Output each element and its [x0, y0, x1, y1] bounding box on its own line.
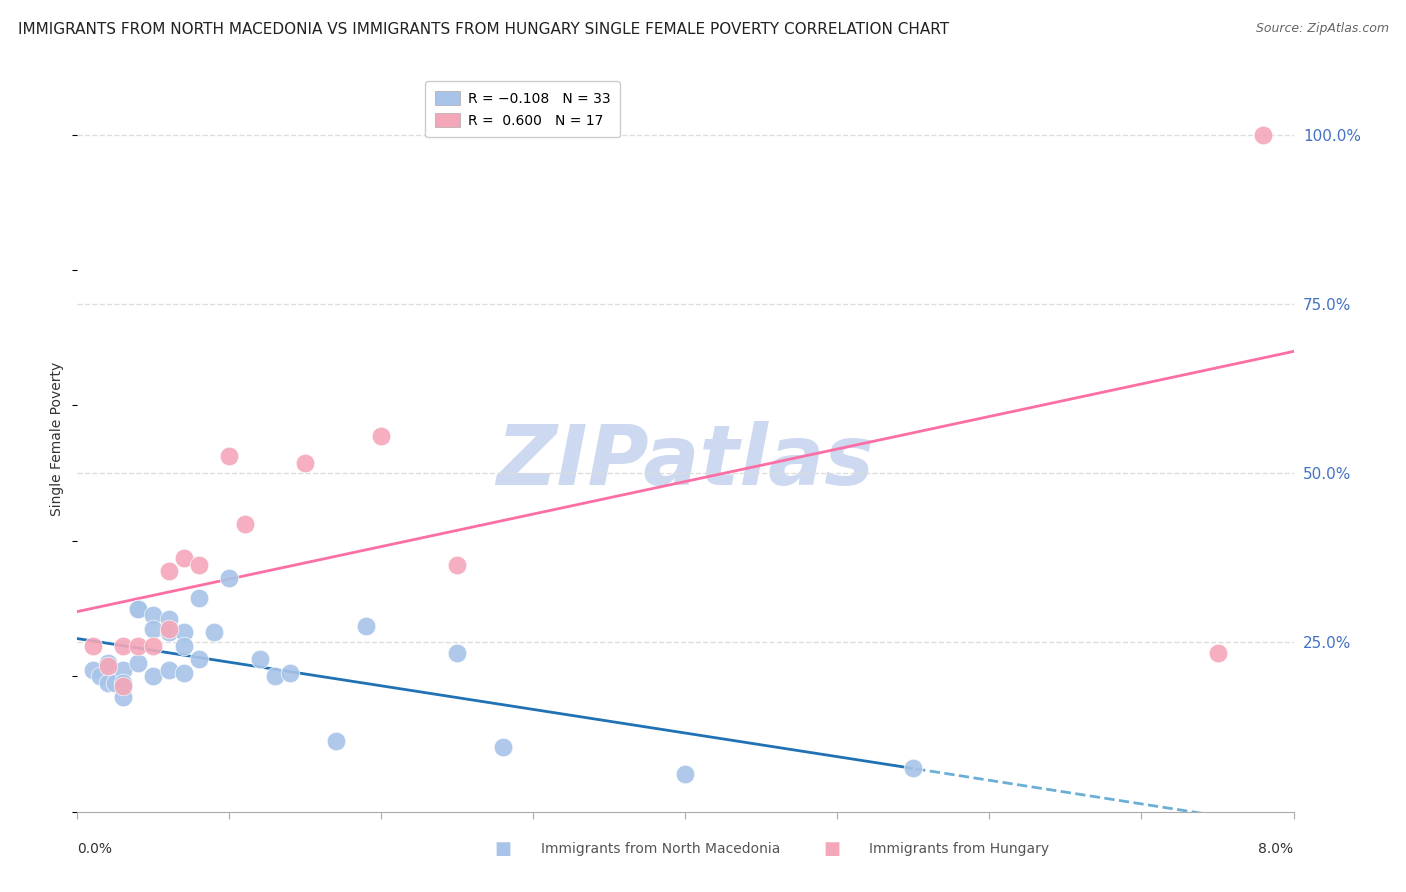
Point	[218, 449, 240, 463]
Point	[157, 625, 180, 640]
Point	[173, 625, 195, 640]
Point	[202, 625, 225, 640]
Point	[111, 639, 134, 653]
Point	[1251, 128, 1274, 142]
Text: Source: ZipAtlas.com: Source: ZipAtlas.com	[1256, 22, 1389, 36]
Point	[157, 663, 180, 677]
Point	[111, 680, 134, 694]
Text: IMMIGRANTS FROM NORTH MACEDONIA VS IMMIGRANTS FROM HUNGARY SINGLE FEMALE POVERTY: IMMIGRANTS FROM NORTH MACEDONIA VS IMMIG…	[18, 22, 949, 37]
Point	[127, 656, 149, 670]
Point	[97, 659, 120, 673]
Point	[111, 690, 134, 704]
Point	[157, 565, 180, 579]
Point	[142, 639, 165, 653]
Point	[446, 646, 468, 660]
Point	[173, 665, 195, 680]
Point	[675, 767, 697, 781]
Point	[97, 676, 120, 690]
Point	[492, 740, 515, 755]
Point	[370, 429, 392, 443]
Point	[157, 622, 180, 636]
Point	[173, 639, 195, 653]
Point	[264, 669, 287, 683]
Point	[127, 601, 149, 615]
Point	[142, 622, 165, 636]
Point	[97, 656, 120, 670]
Point	[249, 652, 271, 666]
Point	[104, 676, 127, 690]
Text: Immigrants from North Macedonia: Immigrants from North Macedonia	[541, 842, 780, 856]
Point	[188, 558, 211, 572]
Text: 8.0%: 8.0%	[1258, 842, 1294, 856]
Text: ■: ■	[495, 840, 512, 858]
Point	[233, 516, 256, 531]
Text: 0.0%: 0.0%	[77, 842, 112, 856]
Text: ZIPatlas: ZIPatlas	[496, 421, 875, 502]
Point	[142, 669, 165, 683]
Point	[127, 601, 149, 615]
Point	[354, 618, 377, 632]
Point	[1206, 646, 1229, 660]
Point	[173, 550, 195, 565]
Text: Immigrants from Hungary: Immigrants from Hungary	[869, 842, 1049, 856]
Point	[446, 558, 468, 572]
Point	[142, 608, 165, 623]
Point	[325, 733, 347, 747]
Point	[89, 669, 111, 683]
Legend: R = −0.108   N = 33, R =  0.600   N = 17: R = −0.108 N = 33, R = 0.600 N = 17	[425, 81, 620, 137]
Point	[188, 652, 211, 666]
Point	[82, 663, 104, 677]
Point	[278, 665, 301, 680]
Point	[903, 761, 925, 775]
Point	[82, 639, 104, 653]
Point	[157, 612, 180, 626]
Point	[111, 676, 134, 690]
Text: ■: ■	[824, 840, 841, 858]
Point	[111, 663, 134, 677]
Point	[218, 571, 240, 585]
Point	[127, 639, 149, 653]
Y-axis label: Single Female Poverty: Single Female Poverty	[51, 362, 65, 516]
Point	[294, 456, 316, 470]
Point	[188, 591, 211, 606]
